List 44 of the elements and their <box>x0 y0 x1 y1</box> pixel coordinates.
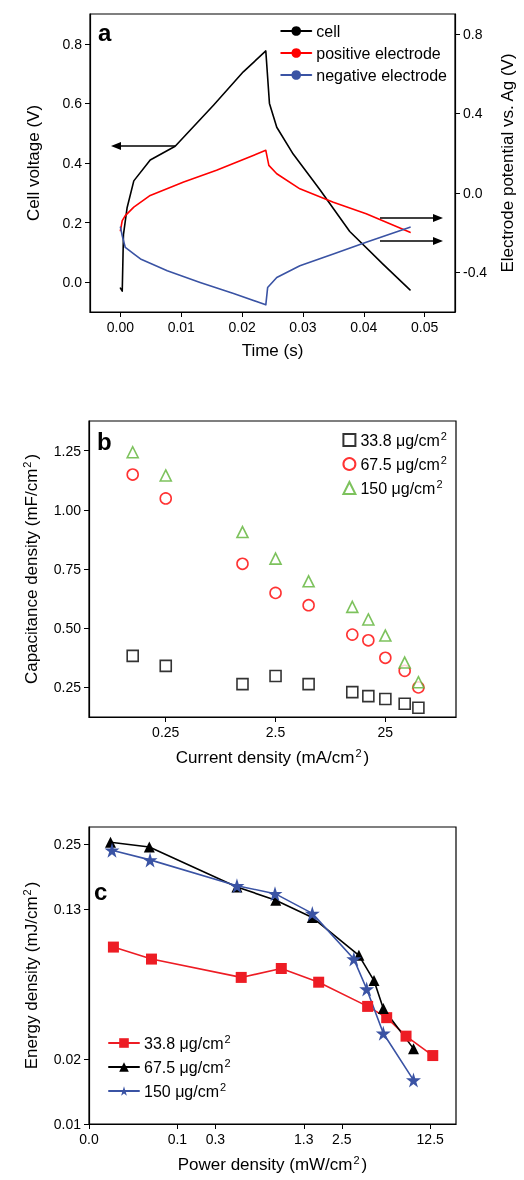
x-axis-title: Time (s) <box>241 341 304 360</box>
y-tick-label: 1.00 <box>53 501 82 518</box>
y-tick-label: 0.75 <box>53 561 82 577</box>
annotation: b <box>97 427 112 455</box>
y-tick-label: 0.25 <box>53 679 82 696</box>
x-tick-label: 0.3 <box>205 1131 226 1147</box>
x-tick-label: 0.00 <box>106 319 135 335</box>
x-tick-label: 25 <box>377 724 394 740</box>
x-tick-label: 0.04 <box>350 319 378 335</box>
y2-tick-label: -0.4 <box>463 264 488 281</box>
legend-label: positive electrode <box>316 44 441 62</box>
annotation: c <box>94 877 108 905</box>
y-tick-label: 0.6 <box>62 95 83 112</box>
y-tick-label: 0.0 <box>62 274 83 291</box>
y2-tick-label: 0.4 <box>463 105 483 122</box>
x-tick-label: 12.5 <box>416 1131 445 1147</box>
x-tick-label: 0.03 <box>289 319 317 335</box>
x-tick-label: 0.01 <box>167 319 196 335</box>
y-axis-title: Cell voltage (V) <box>24 104 43 222</box>
y-tick-label: 0.8 <box>62 35 83 52</box>
x-tick-label: 0.05 <box>410 319 439 335</box>
x-tick-label: 0.0 <box>79 1131 99 1147</box>
y-tick-label: 0.02 <box>53 1051 82 1068</box>
y-tick-label: 0.50 <box>53 620 82 637</box>
y2-axis-title: Electrode potential vs. Ag (V) <box>498 53 517 273</box>
y-axis-title: Capacitance density (mF/cm2) <box>20 453 41 685</box>
y2-tick-label: 0.0 <box>463 184 483 201</box>
x-tick-label: 2.5 <box>332 1131 352 1147</box>
y2-tick-label: 0.8 <box>463 25 483 42</box>
x-tick-label: 0.1 <box>167 1131 188 1147</box>
x-tick-label: 1.3 <box>294 1131 314 1147</box>
x-tick-label: 0.25 <box>152 724 180 740</box>
y-tick-label: 0.01 <box>53 1116 82 1132</box>
legend-label: cell <box>316 22 341 40</box>
y-tick-label: 0.13 <box>53 900 82 917</box>
y-tick-label: 0.25 <box>53 836 82 853</box>
y-tick-label: 1.25 <box>53 442 82 459</box>
legend-label: negative electrode <box>316 66 448 84</box>
x-tick-label: 2.5 <box>265 724 286 740</box>
y-tick-label: 0.4 <box>62 155 83 171</box>
x-tick-label: 0.02 <box>228 319 256 335</box>
y-tick-label: 0.2 <box>62 214 83 231</box>
annotation: a <box>98 18 112 46</box>
y-axis-title: Energy density (mJ/cm2) <box>20 881 41 1070</box>
